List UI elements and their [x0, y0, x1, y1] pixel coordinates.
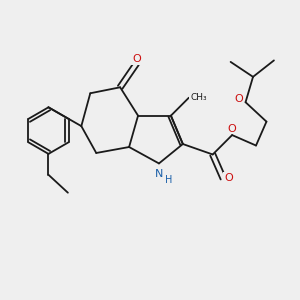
Text: H: H: [165, 175, 172, 185]
Text: O: O: [224, 173, 233, 183]
Text: O: O: [228, 124, 236, 134]
Text: O: O: [235, 94, 243, 103]
Text: N: N: [155, 169, 163, 179]
Text: CH₃: CH₃: [190, 93, 207, 102]
Text: O: O: [132, 54, 141, 64]
